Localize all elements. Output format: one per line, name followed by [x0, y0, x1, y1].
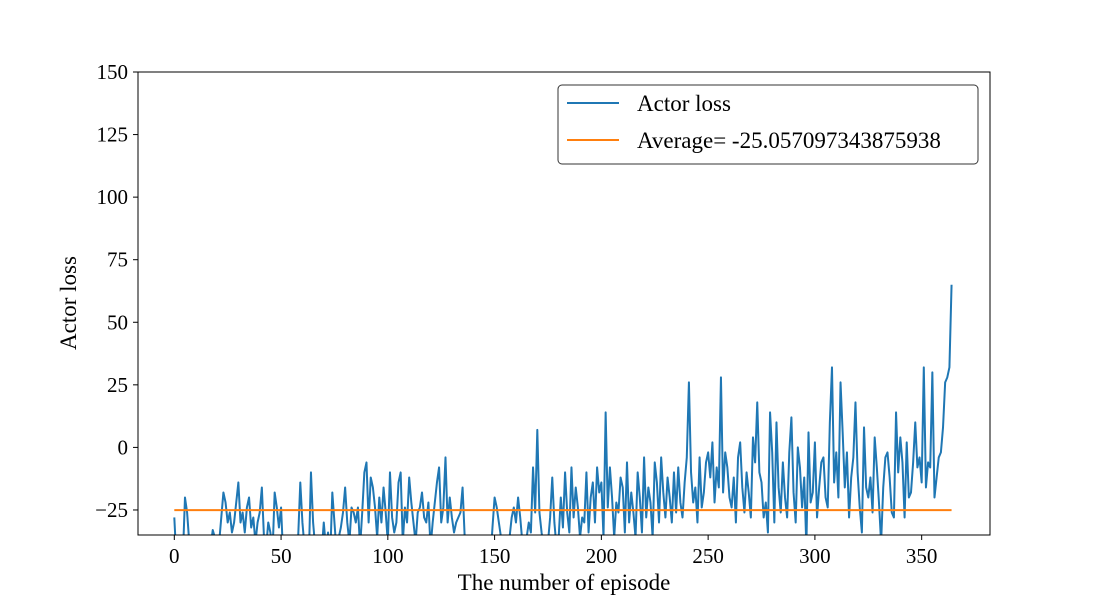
plot-frame	[137, 71, 991, 536]
legend-label-average: Average= -25.057097343875938	[637, 128, 941, 153]
y-axis: −25 0 25 50 75 100 125 150	[95, 60, 138, 522]
x-tick-label: 50	[271, 544, 292, 568]
y-tick-label: 25	[107, 373, 128, 397]
y-tick-label: 100	[97, 185, 129, 209]
series-line-actor-loss	[173, 284, 953, 535]
x-tick-label: 0	[169, 544, 180, 568]
x-tick-label: 100	[372, 544, 404, 568]
y-tick-label: −25	[95, 498, 128, 522]
y-tick-label: 0	[118, 435, 129, 459]
y-tick-label: 150	[97, 60, 129, 84]
y-tick-label: 125	[97, 123, 129, 147]
x-tick-label: 250	[692, 544, 724, 568]
x-tick-label: 200	[586, 544, 618, 568]
y-tick-label: 75	[107, 248, 128, 272]
x-axis: 0 50 100 150 200 250 300 350	[169, 535, 937, 568]
y-axis-label: Actor loss	[56, 256, 81, 350]
y-tick-label: 50	[107, 310, 128, 334]
legend-label-actor-loss: Actor loss	[637, 91, 731, 116]
x-axis-label: The number of episode	[458, 570, 671, 595]
legend: Actor loss Average= -25.057097343875938	[557, 84, 979, 165]
x-tick-label: 350	[906, 544, 938, 568]
series-layer	[173, 284, 953, 535]
x-tick-label: 150	[479, 544, 511, 568]
x-tick-label: 300	[799, 544, 831, 568]
legend-box	[557, 84, 979, 165]
